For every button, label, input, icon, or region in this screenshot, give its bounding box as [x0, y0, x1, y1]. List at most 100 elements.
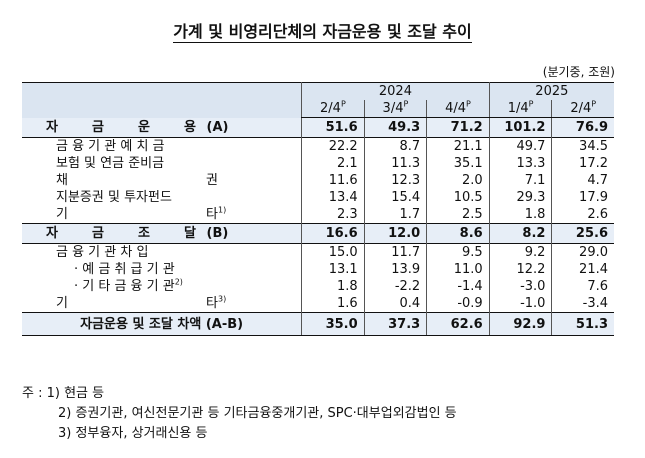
table-cell: 10.5 — [426, 189, 490, 206]
table-cell: 11.7 — [363, 243, 427, 261]
table-cell: 25.6 — [551, 223, 614, 244]
table-cell: 11.3 — [363, 155, 427, 172]
header-row-years: 2024 2025 — [22, 82, 614, 118]
table-cell: 13.9 — [363, 261, 427, 278]
table-cell: 9.2 — [488, 243, 552, 261]
table-cell: 7.6 — [551, 278, 614, 295]
table-cell: 2.3 — [301, 206, 365, 224]
table-cell: 17.2 — [551, 155, 614, 172]
table-cell: 15.4 — [363, 189, 427, 206]
table-cell: 7.1 — [488, 172, 552, 189]
table-cell: 11.0 — [426, 261, 490, 278]
table-cell: 29.0 — [551, 243, 614, 261]
table-cell: 0.4 — [363, 295, 427, 313]
table-cell: 71.2 — [426, 117, 490, 138]
table-cell: 51.3 — [551, 312, 614, 336]
footnote-1: 주 : 1) 현금 등 — [22, 386, 105, 401]
table-cell: 13.4 — [301, 189, 365, 206]
table-row: 기 타 1) 2.3 1.7 2.5 1.8 2.6 — [22, 206, 614, 224]
table-row: 지분증권 및 투자펀드 13.4 15.4 10.5 29.3 17.9 — [22, 189, 614, 206]
table-cell: 101.2 — [488, 117, 552, 138]
table-cell: 35.0 — [301, 312, 365, 336]
header-blank — [22, 82, 302, 118]
year-2024: 2024 — [301, 82, 490, 100]
table-cell: -1.4 — [426, 278, 490, 295]
table-cell: 1.8 — [301, 278, 365, 295]
table-row: 보험 및 연금 준비금 2.1 11.3 35.1 13.3 17.2 — [22, 155, 614, 172]
footnote-3: 3) 정부융자, 상거래신용 등 — [58, 426, 208, 441]
quarter-header: 3/4P — [363, 100, 427, 118]
table-cell: 1.6 — [301, 295, 365, 313]
table-row: · 기 타 금 융 기 관2) 1.8 -2.2 -1.4 -3.0 7.6 — [22, 278, 614, 295]
table-row: 금 융 기 관 예 치 금 22.2 8.7 21.1 49.7 34.5 — [22, 137, 614, 155]
table-cell: 2.0 — [426, 172, 490, 189]
table-row: 금 융 기 관 차 입 15.0 11.7 9.5 9.2 29.0 — [22, 243, 614, 261]
table-cell: 51.6 — [301, 117, 365, 138]
table-cell: 13.3 — [488, 155, 552, 172]
table-cell: 2.6 — [551, 206, 614, 224]
table-cell: 35.1 — [426, 155, 490, 172]
table-cell: 37.3 — [363, 312, 427, 336]
table-cell: 1.8 — [488, 206, 552, 224]
table-cell: 29.3 — [488, 189, 552, 206]
row-label: 지분증권 및 투자펀드 — [56, 190, 172, 205]
table-cell: 12.0 — [363, 223, 427, 244]
quarter-header: 4/4P — [426, 100, 490, 118]
table-cell: 92.9 — [488, 312, 552, 336]
table-cell: 2.5 — [426, 206, 490, 224]
quarter-header: 2/4P — [551, 100, 614, 118]
quarter-header: 1/4P — [488, 100, 552, 118]
row-label: 보험 및 연금 준비금 — [56, 156, 165, 171]
table-cell: 4.7 — [551, 172, 614, 189]
table-cell: 2.1 — [301, 155, 365, 172]
table-cell: 15.0 — [301, 243, 365, 261]
year-2025: 2025 — [488, 82, 614, 100]
header-row-quarters: 2/4P 3/4P 4/4P 1/4P 2/4P — [22, 100, 614, 118]
footnotes: 주 : 1) 현금 등 2) 증권기관, 여신전문기관 등 기타금융중개기관, … — [22, 384, 457, 444]
table-cell: 12.2 — [488, 261, 552, 278]
table-cell: -3.4 — [551, 295, 614, 313]
table-cell: -2.2 — [363, 278, 427, 295]
table-cell: 76.9 — [551, 117, 614, 138]
table-cell: 9.5 — [426, 243, 490, 261]
table-cell: 22.2 — [301, 137, 365, 155]
table-cell: -3.0 — [488, 278, 552, 295]
quarter-header: 2/4P — [301, 100, 365, 118]
table-cell: 49.3 — [363, 117, 427, 138]
table-title: 가계 및 비영리단체의 자금운용 및 조달 추이 — [173, 22, 472, 43]
table-cell: 21.1 — [426, 137, 490, 155]
table-cell: 12.3 — [363, 172, 427, 189]
table-cell: 8.6 — [426, 223, 490, 244]
row-label: 금 융 기 관 예 치 금 — [22, 137, 302, 155]
table-cell: 62.6 — [426, 312, 490, 336]
table-cell: 11.6 — [301, 172, 365, 189]
row-label: · 예 금 취 급 기 관 — [74, 262, 175, 277]
row-label: 기 타 1) — [56, 205, 227, 222]
table-cell: -0.9 — [426, 295, 490, 313]
row-label: 금 융 기 관 차 입 — [22, 243, 302, 261]
table-cell: -1.0 — [488, 295, 552, 313]
table-cell: 13.1 — [301, 261, 365, 278]
row-label: 기 타 3) — [56, 294, 227, 311]
table-cell: 8.7 — [363, 137, 427, 155]
table-cell: 1.7 — [363, 206, 427, 224]
table-cell: 17.9 — [551, 189, 614, 206]
row-label: · 기 타 금 융 기 관2) — [74, 277, 183, 294]
table-cell: 34.5 — [551, 137, 614, 155]
table-cell: 21.4 — [551, 261, 614, 278]
unit-label: (분기중, 조원) — [542, 65, 615, 79]
table-row: 기 타 3) 1.6 0.4 -0.9 -1.0 -3.4 — [22, 295, 614, 313]
footnote-2: 2) 증권기관, 여신전문기관 등 기타금융중개기관, SPC·대부업외감법인 … — [58, 406, 457, 421]
table-row: · 예 금 취 급 기 관 13.1 13.9 11.0 12.2 21.4 — [22, 261, 614, 278]
table-cell: 49.7 — [488, 137, 552, 155]
total-row: 자금운용 및 조달 차액 (A-B) 35.0 37.3 62.6 92.9 5… — [22, 312, 614, 336]
table-cell: 16.6 — [301, 223, 365, 244]
table-cell: 8.2 — [488, 223, 552, 244]
